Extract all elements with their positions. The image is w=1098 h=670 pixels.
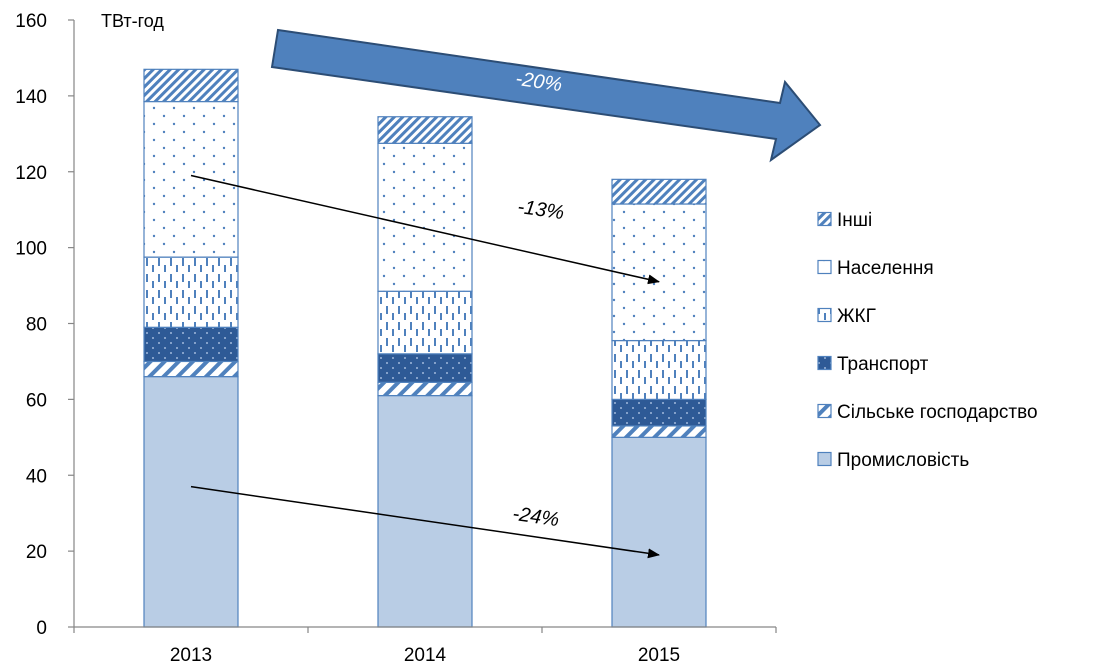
bar-segment-2015-4 (611, 203, 707, 342)
legend-swatch-інші (817, 211, 832, 227)
x-ticks: 2013 2014 2015 (73, 627, 777, 666)
legend-label-інші: Інші (837, 210, 872, 231)
y-tick-label: 140 (15, 87, 47, 108)
y-tick-label: 60 (26, 390, 47, 411)
bar-segment-2013-5 (143, 68, 239, 103)
x-tick-label-2015: 2015 (638, 645, 680, 666)
legend: Інші Населення ЖКГ Транспорт Сільське господ… (817, 210, 1038, 471)
bars-layer (143, 68, 707, 628)
arrow-lower-line (190, 485, 660, 559)
bar-segment-2015-2 (611, 398, 707, 427)
legend-swatch-сільське-господарство (817, 403, 832, 419)
bar-segment-2013-2 (143, 326, 239, 363)
bar-segment-2014-2 (377, 353, 473, 383)
arrow-upper: -13% (190, 174, 660, 285)
y-tick-label: 80 (26, 315, 47, 336)
bar-segment-2015-3 (611, 339, 707, 400)
legend-label-промисловість: Промисловість (837, 450, 969, 471)
bar-segment-2013-3 (143, 256, 239, 328)
bar-segment-2014-3 (377, 290, 473, 355)
bar-segment-2014-0 (377, 394, 473, 628)
y-tick-label: 160 (15, 11, 47, 32)
arrow-upper-line (190, 174, 660, 285)
arrow-lower: -24% (190, 485, 660, 559)
bar-segment-2014-1 (377, 381, 473, 397)
x-tick-label-2014: 2014 (404, 645, 447, 666)
y-tick-label: 40 (26, 466, 47, 487)
y-tick-label: 0 (36, 618, 47, 639)
bar-segment-2015-1 (611, 425, 707, 438)
y-tick-label: 100 (15, 239, 47, 260)
bar-segment-2013-4 (143, 100, 239, 258)
bar-segment-2014-4 (377, 142, 473, 292)
bar-segment-2015-5 (611, 178, 707, 205)
y-tick-label: 20 (26, 542, 47, 563)
unit-label: ТВт-год (101, 11, 164, 31)
legend-swatch-населення (817, 259, 832, 275)
legend-swatch-жкг (817, 307, 832, 323)
block-arrow-total: -20% (270, 28, 822, 163)
legend-label-жкг: ЖКГ (837, 306, 876, 327)
bar-segment-2013-1 (143, 360, 239, 378)
legend-swatch-промисловість (817, 451, 832, 467)
arrow-upper-label: -13% (516, 196, 565, 224)
annotations: -20% -13% -24% (190, 28, 822, 559)
bar-segment-2015-0 (611, 436, 707, 628)
arrow-lower-label: -24% (511, 503, 560, 531)
legend-label-сільське-господарство: Сільське господарство (837, 402, 1038, 423)
axes: 0 20 40 60 80 100 120 140 160 2013 2014 2015 (15, 11, 777, 666)
x-tick-label-2013: 2013 (170, 645, 212, 666)
bar-segment-2014-5 (377, 116, 473, 144)
y-tick-label: 120 (15, 163, 47, 184)
legend-label-транспорт: Транспорт (837, 354, 929, 375)
legend-label-населення: Населення (837, 258, 934, 279)
y-ticks: 0 20 40 60 80 100 120 140 160 (15, 11, 74, 639)
bar-segment-2013-0 (143, 376, 239, 628)
legend-swatch-транспорт (817, 355, 832, 371)
block-arrow-shape (270, 28, 822, 163)
